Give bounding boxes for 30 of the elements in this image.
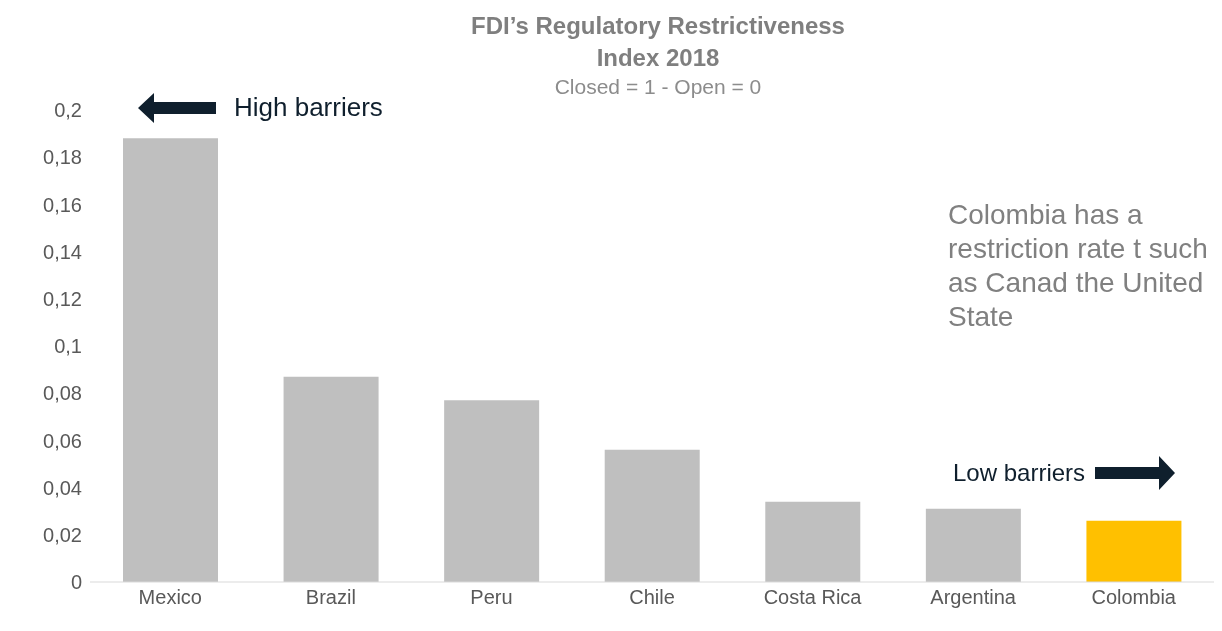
bar — [283, 376, 379, 582]
annotation: Low barriers — [953, 459, 1086, 487]
x-tick-label: Brazil — [305, 586, 356, 609]
bar — [444, 400, 540, 582]
y-tick-label: 0,18 — [43, 146, 82, 169]
x-tick-label: Peru — [470, 586, 513, 609]
chart-subtitle: Closed = 1 - Open = 0 — [554, 75, 762, 98]
bar — [765, 501, 861, 582]
y-tick-label: 0,1 — [54, 335, 82, 358]
x-tick-label: Mexico — [138, 586, 202, 609]
annotation: Colombia has a restriction rate t such as Canad the United State — [948, 198, 1209, 334]
y-tick-label: 0 — [70, 571, 82, 594]
y-tick-label: 0,14 — [43, 240, 82, 263]
x-tick-label: Costa Rica — [763, 586, 863, 609]
y-tick-label: 0,2 — [54, 99, 82, 122]
x-tick-label: Argentina — [930, 586, 1017, 609]
bar — [604, 449, 700, 582]
y-tick-label: 0,02 — [43, 523, 82, 546]
y-tick-label: 0,16 — [43, 193, 82, 216]
y-tick-label: 0,06 — [43, 429, 82, 452]
x-tick-label: Chile — [629, 586, 675, 609]
x-tick-label: Colombia — [1091, 586, 1177, 609]
bar — [925, 508, 1021, 582]
bar — [1086, 520, 1182, 582]
chart-title: FDI’s Regulatory Restrictiveness Index 2018 — [470, 11, 846, 73]
y-tick-label: 0,08 — [43, 382, 82, 405]
annotation: High barriers — [234, 92, 383, 123]
y-tick-label: 0,04 — [43, 476, 82, 499]
y-tick-label: 0,12 — [43, 287, 82, 310]
bar — [123, 138, 218, 582]
